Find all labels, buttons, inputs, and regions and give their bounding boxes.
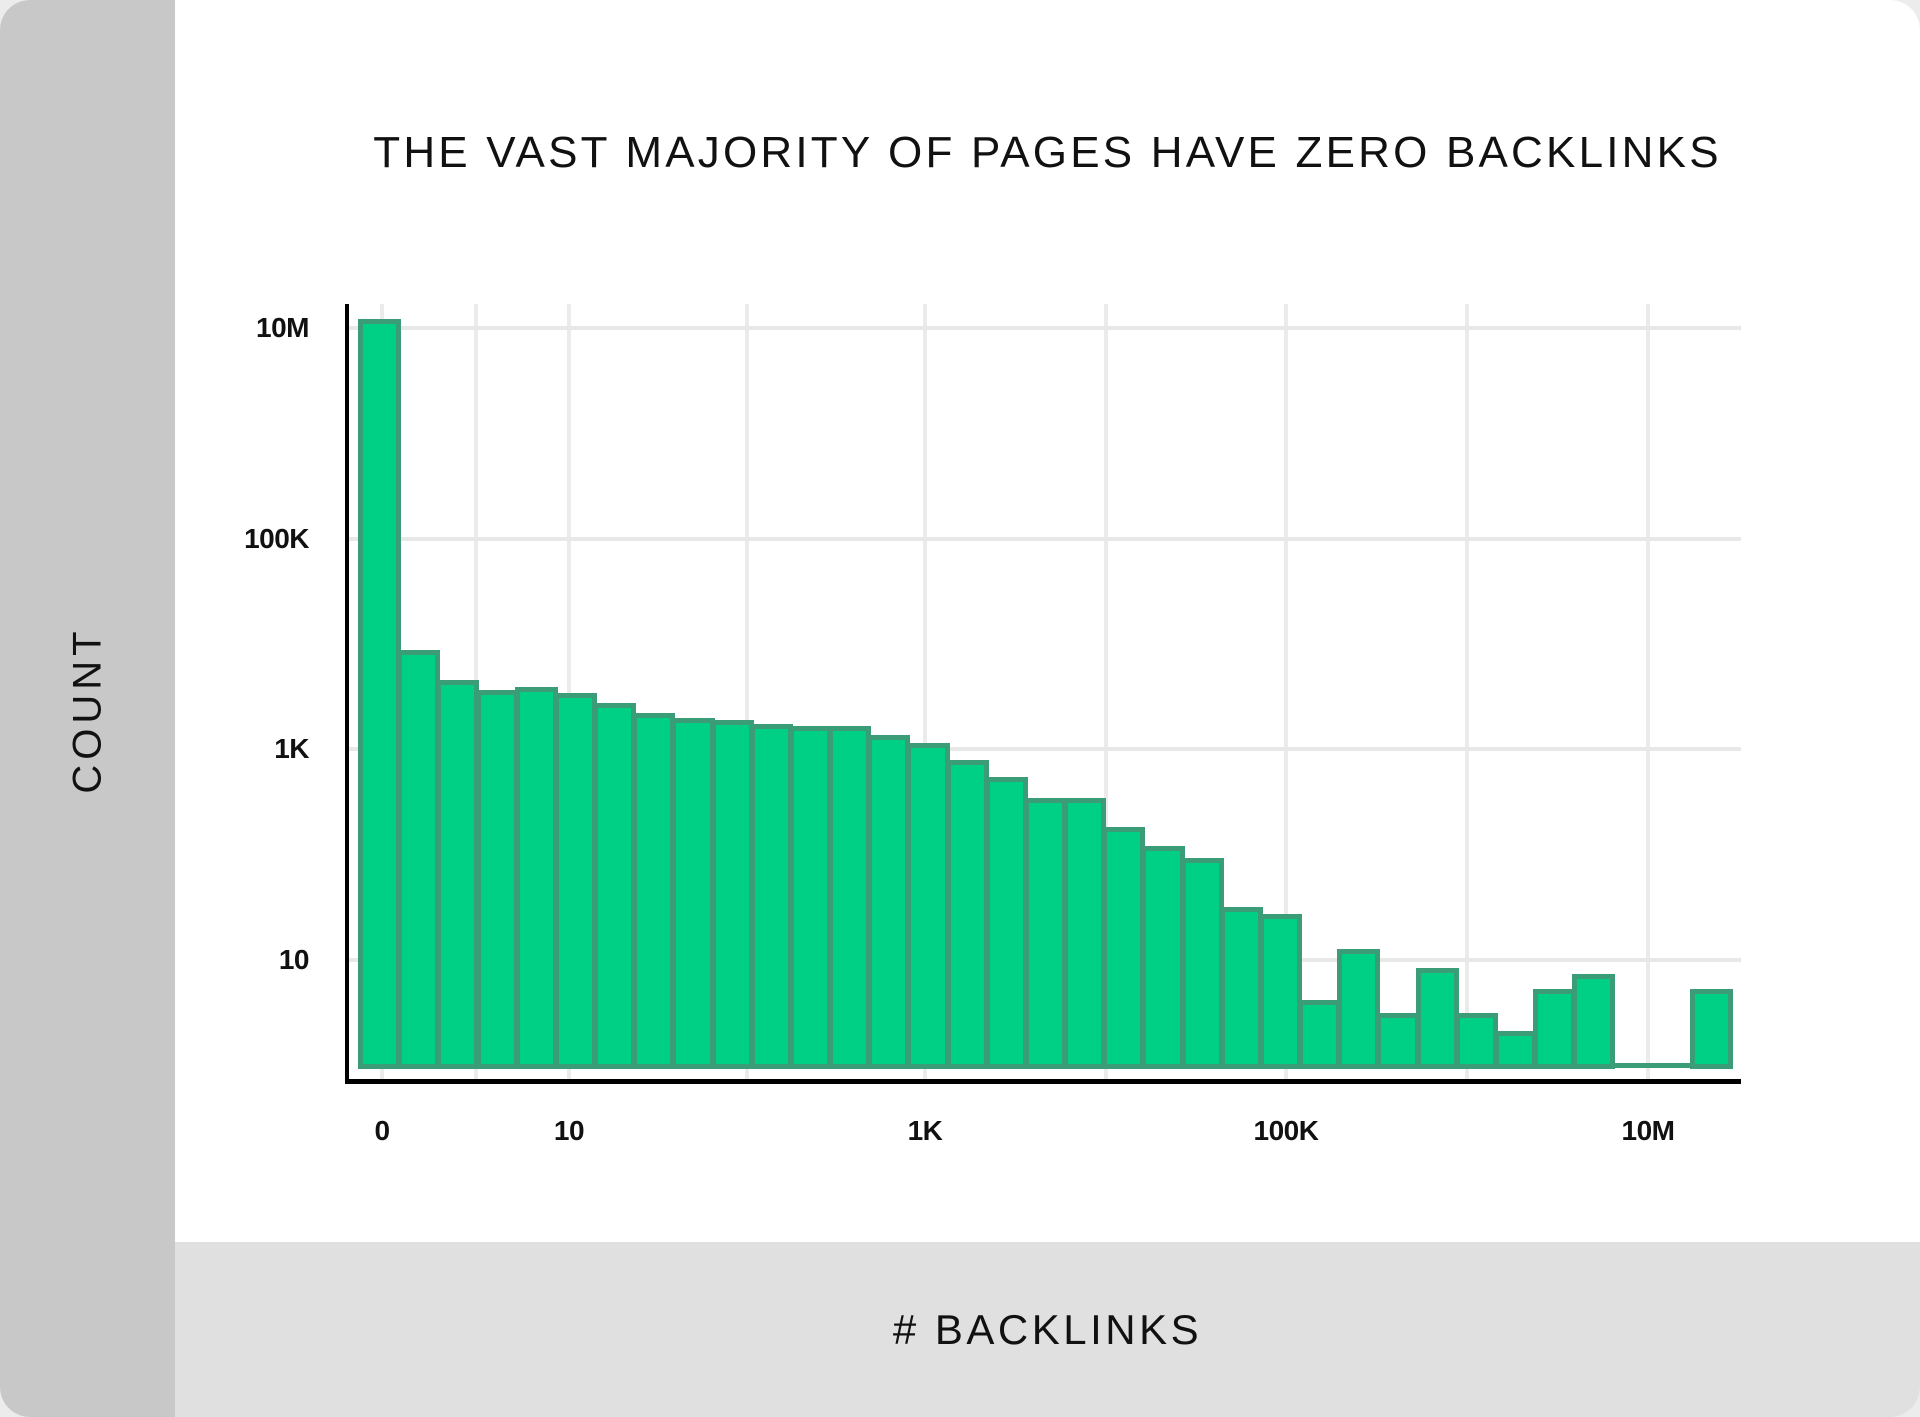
- histogram-bar: [1689, 989, 1733, 1069]
- x-tick-label: 100K: [1253, 1115, 1319, 1146]
- horizontal-gridline: [349, 536, 1741, 541]
- x-tick-label: 10M: [1621, 1115, 1675, 1146]
- histogram-bar: [436, 680, 480, 1069]
- histogram-bar: [1219, 907, 1263, 1069]
- histogram-bar: [710, 720, 754, 1069]
- histogram-bar: [1376, 1012, 1420, 1069]
- chart-title: THE VAST MAJORITY OF PAGES HAVE ZERO BAC…: [373, 128, 1722, 177]
- histogram-bar: [1023, 797, 1068, 1069]
- x-tick-label: 10: [553, 1115, 585, 1146]
- histogram-bar: [867, 735, 911, 1069]
- histogram-bar: [749, 724, 793, 1069]
- histogram-bar: [475, 689, 519, 1069]
- histogram-bar: [1533, 989, 1577, 1069]
- histogram-bar: [1415, 967, 1459, 1069]
- histogram-bar: [1258, 914, 1303, 1069]
- x-tick-label: 0: [374, 1115, 390, 1146]
- histogram-bar: [1298, 999, 1342, 1069]
- histogram-bar: [1454, 1012, 1498, 1069]
- histogram-bar: [1611, 1063, 1655, 1068]
- histogram-bar: [1180, 857, 1224, 1069]
- y-tick-label: 10M: [256, 311, 309, 343]
- horizontal-gridline: [349, 747, 1741, 752]
- vertical-gridline: [1646, 304, 1650, 1080]
- x-tick-label: 1K: [907, 1115, 943, 1146]
- histogram-bar: [1337, 949, 1381, 1069]
- histogram-bar: [632, 713, 676, 1069]
- histogram-bar: [671, 717, 715, 1069]
- histogram-bar: [984, 777, 1028, 1069]
- y-tick-label: 100K: [244, 522, 309, 554]
- vertical-gridline: [567, 304, 571, 1080]
- x-axis-title: # BACKLINKS: [892, 1306, 1203, 1353]
- vertical-gridline: [923, 304, 927, 1080]
- histogram-bar: [945, 760, 989, 1069]
- vertical-gridline: [1284, 304, 1288, 1080]
- y-axis-label-panel: [0, 0, 175, 1417]
- x-axis-line: [345, 1079, 1741, 1084]
- vertical-gridline: [1104, 304, 1108, 1080]
- histogram-bar: [1102, 826, 1146, 1069]
- x-axis-label-panel: [175, 1242, 1920, 1417]
- vertical-gridline: [745, 304, 749, 1080]
- histogram-bar: [1063, 798, 1107, 1069]
- y-tick-label: 1K: [274, 733, 309, 765]
- histogram-bar: [593, 703, 637, 1069]
- y-axis-line: [345, 304, 349, 1084]
- histogram-bar: [397, 649, 441, 1069]
- histogram-bar: [514, 687, 558, 1069]
- histogram-bar: [906, 742, 950, 1069]
- histogram-bar: [358, 318, 402, 1069]
- vertical-gridline: [1465, 304, 1469, 1080]
- histogram-bar: [1493, 1031, 1538, 1069]
- histogram-bar: [1650, 1063, 1694, 1068]
- histogram-bar: [828, 725, 872, 1069]
- horizontal-gridline: [349, 325, 1741, 330]
- histogram-bar: [1572, 974, 1616, 1069]
- histogram-bar: [1141, 846, 1185, 1069]
- y-tick-label: 10: [278, 943, 310, 975]
- histogram-bar: [553, 692, 597, 1069]
- histogram-bar: [788, 725, 833, 1069]
